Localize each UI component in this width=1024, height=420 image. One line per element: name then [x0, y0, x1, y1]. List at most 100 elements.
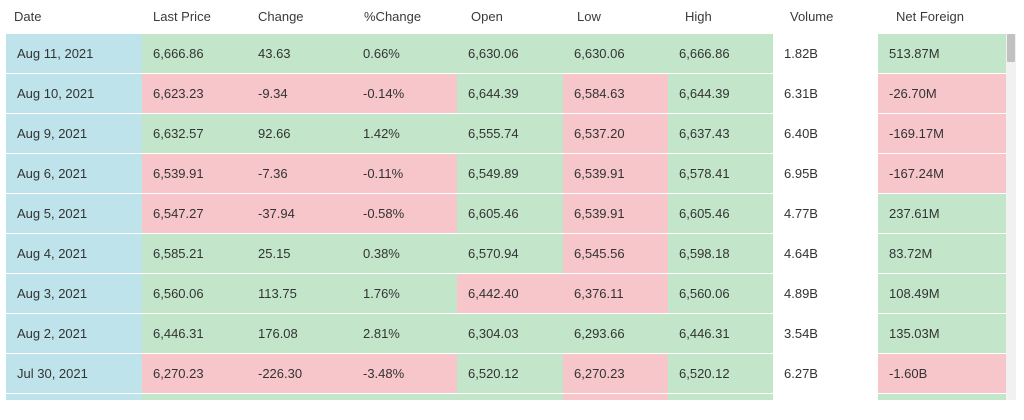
row-divider — [6, 233, 1006, 234]
cell-low: 6,293.66 — [563, 314, 668, 353]
cell-volume: 6.40B — [773, 114, 878, 153]
cell-high — [668, 394, 773, 400]
column-header-open[interactable]: Open — [471, 9, 503, 24]
table-body[interactable]: Aug 11, 2021 6,666.86 43.63 0.66% 6,630.06 6,… — [6, 34, 1006, 400]
row-divider — [6, 353, 1006, 354]
cell-date: Aug 3, 2021 — [6, 274, 142, 313]
cell-pct-change: -0.58% — [352, 194, 457, 233]
cell-high: 6,605.46 — [668, 194, 773, 233]
cell-volume: 6.95B — [773, 154, 878, 193]
column-header-date[interactable]: Date — [14, 9, 42, 24]
row-divider — [6, 313, 1006, 314]
cell-date — [6, 394, 142, 400]
cell-net-foreign: 108.49M — [878, 274, 1006, 313]
table-row[interactable]: Aug 9, 2021 6,632.57 92.66 1.42% 6,555.74 6,5… — [6, 114, 1006, 154]
cell-volume: 4.89B — [773, 274, 878, 313]
cell-change: 113.75 — [247, 274, 352, 313]
table-header: Date Last Price Change %Change Open Low High Vo… — [0, 0, 1024, 34]
cell-open: 6,442.40 — [457, 274, 563, 313]
row-divider — [6, 393, 1006, 394]
cell-volume — [773, 394, 878, 400]
table-row[interactable]: Jul 30, 2021 6,270.23 -226.30 -3.48% 6,520.1… — [6, 354, 1006, 394]
cell-high: 6,446.31 — [668, 314, 773, 353]
cell-change: 176.08 — [247, 314, 352, 353]
cell-open: 6,605.46 — [457, 194, 563, 233]
cell-volume: 4.77B — [773, 194, 878, 233]
cell-last-price — [142, 394, 247, 400]
column-header-last-price[interactable]: Last Price — [153, 9, 211, 24]
cell-open: 6,555.74 — [457, 114, 563, 153]
table-row[interactable] — [6, 394, 1006, 400]
cell-high: 6,637.43 — [668, 114, 773, 153]
table-row[interactable]: Aug 6, 2021 6,539.91 -7.36 -0.11% 6,549.89 6,… — [6, 154, 1006, 194]
cell-last-price: 6,547.27 — [142, 194, 247, 233]
table-row[interactable]: Aug 10, 2021 6,623.23 -9.34 -0.14% 6,644.39 6… — [6, 74, 1006, 114]
column-header-pct-change[interactable]: %Change — [364, 9, 422, 24]
cell-pct-change: 0.38% — [352, 234, 457, 273]
table-row[interactable]: Aug 11, 2021 6,666.86 43.63 0.66% 6,630.06 6,… — [6, 34, 1006, 74]
cell-pct-change: 2.81% — [352, 314, 457, 353]
column-header-volume[interactable]: Volume — [790, 9, 834, 24]
cell-last-price: 6,270.23 — [142, 354, 247, 393]
cell-low: 6,270.23 — [563, 354, 668, 393]
cell-net-foreign: -167.24M — [878, 154, 1006, 193]
cell-open: 6,644.39 — [457, 74, 563, 113]
cell-change: -9.34 — [247, 74, 352, 113]
cell-last-price: 6,560.06 — [142, 274, 247, 313]
cell-change: -7.36 — [247, 154, 352, 193]
cell-net-foreign: 513.87M — [878, 34, 1006, 73]
vertical-scrollbar[interactable] — [1006, 34, 1016, 400]
cell-net-foreign: -26.70M — [878, 74, 1006, 113]
cell-high: 6,666.86 — [668, 34, 773, 73]
cell-net-foreign: -1.60B — [878, 354, 1006, 393]
cell-last-price: 6,585.21 — [142, 234, 247, 273]
cell-high: 6,598.18 — [668, 234, 773, 273]
cell-net-foreign: 135.03M — [878, 314, 1006, 353]
cell-low: 6,584.63 — [563, 74, 668, 113]
table-row[interactable]: Aug 5, 2021 6,547.27 -37.94 -0.58% 6,605.46 6… — [6, 194, 1006, 234]
cell-last-price: 6,632.57 — [142, 114, 247, 153]
column-header-change[interactable]: Change — [258, 9, 304, 24]
scrollbar-thumb[interactable] — [1007, 34, 1015, 62]
row-divider — [6, 153, 1006, 154]
cell-date: Jul 30, 2021 — [6, 354, 142, 393]
cell-volume: 1.82B — [773, 34, 878, 73]
cell-low: 6,630.06 — [563, 34, 668, 73]
cell-volume: 6.31B — [773, 74, 878, 113]
cell-open: 6,520.12 — [457, 354, 563, 393]
row-divider — [6, 273, 1006, 274]
cell-change: -37.94 — [247, 194, 352, 233]
column-header-net-foreign[interactable]: Net Foreign — [896, 9, 964, 24]
column-header-low[interactable]: Low — [577, 9, 601, 24]
cell-open: 6,630.06 — [457, 34, 563, 73]
cell-date: Aug 10, 2021 — [6, 74, 142, 113]
table-row[interactable]: Aug 4, 2021 6,585.21 25.15 0.38% 6,570.94 6,5… — [6, 234, 1006, 274]
row-divider — [6, 113, 1006, 114]
cell-last-price: 6,623.23 — [142, 74, 247, 113]
cell-low — [563, 394, 668, 400]
cell-low: 6,545.56 — [563, 234, 668, 273]
table-row[interactable]: Aug 3, 2021 6,560.06 113.75 1.76% 6,442.40 6,… — [6, 274, 1006, 314]
cell-net-foreign: 83.72M — [878, 234, 1006, 273]
cell-date: Aug 11, 2021 — [6, 34, 142, 73]
row-divider — [6, 193, 1006, 194]
cell-change: 92.66 — [247, 114, 352, 153]
cell-net-foreign: -169.17M — [878, 114, 1006, 153]
cell-change: 43.63 — [247, 34, 352, 73]
cell-open: 6,549.89 — [457, 154, 563, 193]
cell-pct-change: 1.42% — [352, 114, 457, 153]
cell-net-foreign — [878, 394, 1006, 400]
cell-last-price: 6,666.86 — [142, 34, 247, 73]
cell-date: Aug 2, 2021 — [6, 314, 142, 353]
cell-open — [457, 394, 563, 400]
cell-high: 6,560.06 — [668, 274, 773, 313]
cell-pct-change — [352, 394, 457, 400]
cell-date: Aug 4, 2021 — [6, 234, 142, 273]
cell-low: 6,539.91 — [563, 194, 668, 233]
table-row[interactable]: Aug 2, 2021 6,446.31 176.08 2.81% 6,304.03 6,… — [6, 314, 1006, 354]
column-header-high[interactable]: High — [685, 9, 712, 24]
cell-volume: 3.54B — [773, 314, 878, 353]
cell-date: Aug 5, 2021 — [6, 194, 142, 233]
cell-date: Aug 9, 2021 — [6, 114, 142, 153]
cell-volume: 4.64B — [773, 234, 878, 273]
